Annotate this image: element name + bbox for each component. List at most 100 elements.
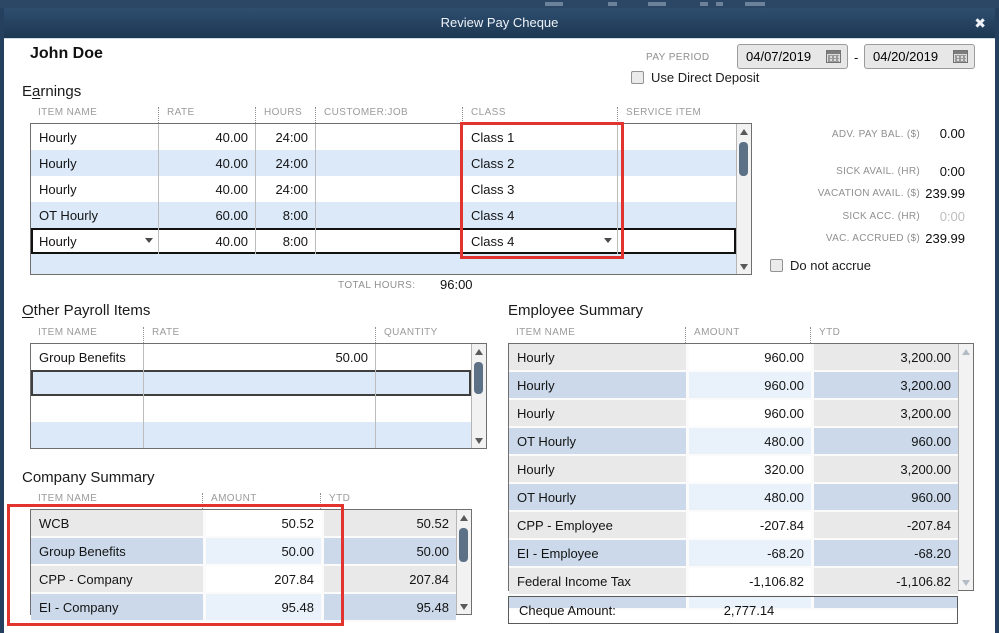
cell-ytd[interactable]: 3,200.00 [811, 456, 958, 482]
cell-class[interactable]: Class 4 [463, 228, 618, 254]
cell-amount[interactable]: 960.00 [686, 372, 811, 398]
pay-period-start-field[interactable]: 04/07/2019 [737, 44, 848, 69]
earnings-title: Earnings [22, 83, 82, 100]
pay-period-end-field[interactable]: 04/20/2019 [864, 44, 975, 69]
vertical-scrollbar[interactable] [456, 510, 471, 614]
cell-item[interactable]: Hourly [31, 150, 159, 176]
cell-service_item[interactable] [618, 124, 736, 150]
close-icon[interactable]: ✖ [974, 15, 986, 31]
cell-amount[interactable]: -207.84 [686, 512, 811, 538]
cell-rate[interactable] [144, 370, 376, 396]
cell-ytd[interactable]: 960.00 [811, 428, 958, 454]
cell-rate[interactable]: 60.00 [159, 202, 256, 228]
cell-hours[interactable]: 24:00 [256, 150, 316, 176]
scroll-up-icon[interactable] [959, 344, 973, 359]
do-not-accrue-checkbox[interactable] [770, 259, 783, 272]
cell-customer_job[interactable] [316, 228, 463, 254]
scroll-down-icon[interactable] [737, 259, 751, 274]
cell-ytd[interactable]: 3,200.00 [811, 372, 958, 398]
calendar-icon[interactable] [826, 50, 841, 63]
cell-amount[interactable]: -1,106.82 [686, 568, 811, 594]
cell-quantity[interactable] [376, 396, 471, 422]
cell-amount[interactable]: 320.00 [686, 456, 811, 482]
cell-quantity[interactable] [376, 370, 471, 396]
cell-ytd[interactable]: 50.52 [321, 510, 456, 536]
cell-ytd[interactable]: 3,200.00 [811, 400, 958, 426]
background-window-remnant [716, 2, 723, 6]
cell-service_item[interactable] [618, 228, 736, 254]
cell-hours[interactable]: 8:00 [256, 228, 316, 254]
cell-customer_job[interactable] [316, 124, 463, 150]
cell-ytd[interactable]: -1,106.82 [811, 568, 958, 594]
cell-ytd[interactable]: 207.84 [321, 566, 456, 592]
cell-amount[interactable]: -68.20 [686, 540, 811, 566]
cell-service_item[interactable] [618, 150, 736, 176]
vertical-scrollbar[interactable] [958, 344, 973, 590]
scroll-up-icon[interactable] [472, 344, 486, 359]
cell-item[interactable] [31, 370, 144, 396]
cell-quantity[interactable] [376, 422, 471, 448]
calendar-icon[interactable] [953, 50, 968, 63]
pay-period-start-value[interactable]: 04/07/2019 [746, 49, 812, 64]
cell-hours[interactable]: 8:00 [256, 202, 316, 228]
cell-class[interactable]: Class 1 [463, 124, 618, 150]
scroll-down-icon[interactable] [457, 599, 471, 614]
cell-customer_job[interactable] [316, 176, 463, 202]
cell-item[interactable]: Group Benefits [31, 344, 144, 370]
scrollbar-thumb[interactable] [474, 362, 483, 394]
cell-ytd[interactable]: 3,200.00 [811, 344, 958, 370]
cell-class[interactable]: Class 2 [463, 150, 618, 176]
cell-rate[interactable]: 50.00 [144, 344, 376, 370]
cell-rate[interactable] [144, 396, 376, 422]
scroll-up-icon[interactable] [457, 510, 471, 525]
cell-item[interactable] [31, 396, 144, 422]
cell-item[interactable]: Hourly [31, 228, 159, 254]
cell-service_item[interactable] [618, 176, 736, 202]
table-row [31, 396, 471, 422]
cell-item[interactable]: OT Hourly [31, 202, 159, 228]
cell-hours[interactable]: 24:00 [256, 124, 316, 150]
cell-amount[interactable]: 95.48 [203, 594, 321, 620]
use-direct-deposit-label: Use Direct Deposit [651, 70, 760, 85]
cell-customer_job[interactable] [316, 150, 463, 176]
cell-ytd[interactable]: 95.48 [321, 594, 456, 620]
cell-item[interactable] [31, 422, 144, 448]
vertical-scrollbar[interactable] [736, 124, 751, 274]
cell-amount[interactable]: 960.00 [686, 400, 811, 426]
cell-item[interactable]: Hourly [31, 124, 159, 150]
dropdown-arrow-icon[interactable] [604, 238, 612, 243]
cell-ytd[interactable]: -207.84 [811, 512, 958, 538]
cell-empty [811, 596, 958, 608]
cell-quantity[interactable] [376, 344, 471, 370]
scroll-down-icon[interactable] [472, 433, 486, 448]
cell-amount[interactable]: 480.00 [686, 428, 811, 454]
cell-rate[interactable]: 40.00 [159, 150, 256, 176]
scroll-up-icon[interactable] [737, 124, 751, 139]
pay-period-end-value[interactable]: 04/20/2019 [873, 49, 939, 64]
cell-ytd[interactable]: 50.00 [321, 538, 456, 564]
cell-rate[interactable]: 40.00 [159, 176, 256, 202]
cell-item[interactable]: Hourly [31, 176, 159, 202]
scrollbar-thumb[interactable] [459, 528, 468, 562]
vertical-scrollbar[interactable] [471, 344, 486, 448]
cell-class[interactable]: Class 3 [463, 176, 618, 202]
cell-customer_job[interactable] [316, 202, 463, 228]
cell-hours[interactable]: 24:00 [256, 176, 316, 202]
cell-amount[interactable]: 50.52 [203, 510, 321, 536]
cell-ytd[interactable]: 960.00 [811, 484, 958, 510]
cell-service_item[interactable] [618, 202, 736, 228]
scrollbar-thumb[interactable] [739, 142, 748, 176]
cell-rate[interactable]: 40.00 [159, 228, 256, 254]
cell-rate[interactable]: 40.00 [159, 124, 256, 150]
cell-rate[interactable] [144, 422, 376, 448]
cell-amount[interactable]: 207.84 [203, 566, 321, 592]
cell-ytd[interactable]: -68.20 [811, 540, 958, 566]
scroll-down-icon[interactable] [959, 575, 973, 590]
cell-amount[interactable]: 50.00 [203, 538, 321, 564]
column-header-ytd: YTD [810, 327, 957, 343]
cell-amount[interactable]: 480.00 [686, 484, 811, 510]
use-direct-deposit-checkbox[interactable] [631, 71, 644, 84]
cell-amount[interactable]: 960.00 [686, 344, 811, 370]
cell-class[interactable]: Class 4 [463, 202, 618, 228]
dropdown-arrow-icon[interactable] [145, 238, 153, 243]
